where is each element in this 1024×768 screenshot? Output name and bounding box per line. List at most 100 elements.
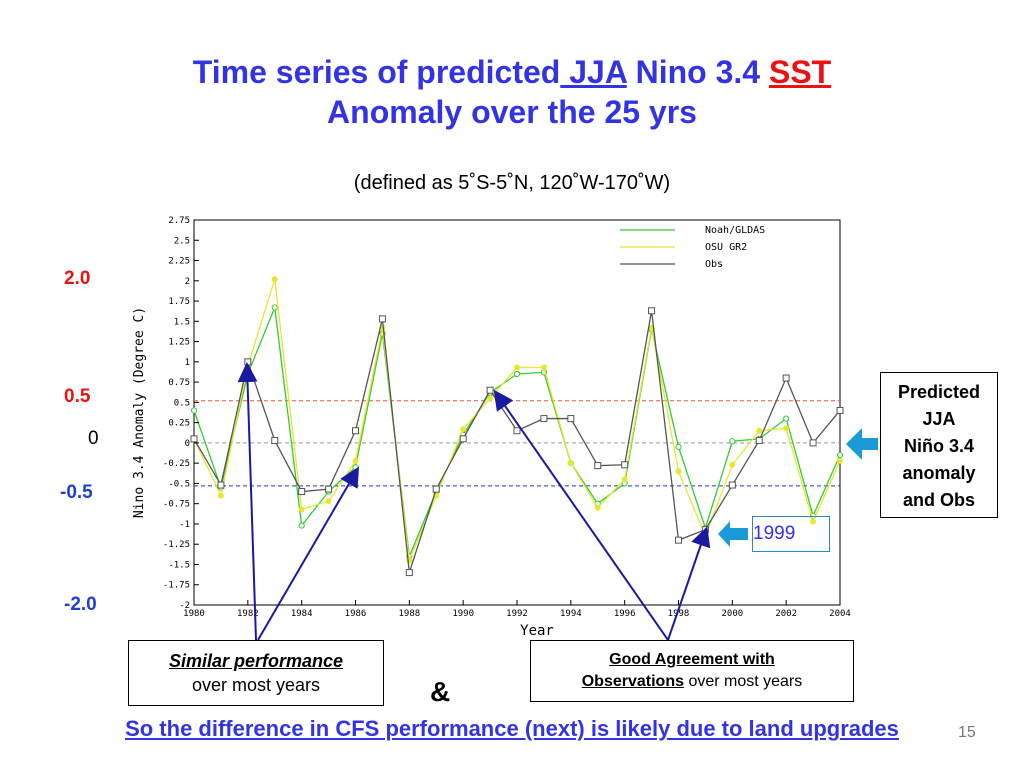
block-arrow-predicted xyxy=(846,428,878,460)
title-line-1: Time series of predicted JJA Nino 3.4 SS… xyxy=(0,52,1024,92)
osu-point xyxy=(325,498,332,505)
y-tick-label: 2 xyxy=(185,277,190,287)
predicted-line-2: JJA xyxy=(922,409,956,429)
x-tick-label: 1980 xyxy=(183,609,205,619)
y-tick-label: 1 xyxy=(185,358,190,368)
arrow-to-1991 xyxy=(493,389,669,641)
ampersand: & xyxy=(430,676,451,707)
arrow-to-1986 xyxy=(257,466,360,641)
obs-point xyxy=(540,415,548,423)
obs-point xyxy=(217,481,225,489)
x-tick-label: 2000 xyxy=(721,609,743,619)
y-tick-label: -1.75 xyxy=(163,581,190,591)
obs-point xyxy=(486,386,494,394)
page-title: Time series of predicted JJA Nino 3.4 SS… xyxy=(0,52,1024,132)
osu-point xyxy=(594,504,601,511)
good-callout: Good Agreement with Observations over mo… xyxy=(530,640,854,702)
y-tick-label: 1.75 xyxy=(168,297,190,307)
obs-point xyxy=(271,436,279,444)
obs-point xyxy=(567,415,575,423)
y-tick-label: 1.5 xyxy=(174,317,190,327)
osu-point xyxy=(567,460,574,467)
osu-point xyxy=(810,518,817,525)
x-tick-label: 1988 xyxy=(398,609,420,619)
side-label-0-5: 0.5 xyxy=(64,386,91,407)
y-tick-label: -2 xyxy=(179,601,190,611)
legend-label: Noah/GLDAS xyxy=(705,225,765,236)
nino-chart: Noah/GLDAS OSU GR2 Obs 2.75 2.5 2.25 2 1.75 1.5… xyxy=(132,216,851,639)
osu-point xyxy=(217,492,224,499)
y-tick-label: 1.25 xyxy=(168,338,190,348)
predicted-line-3: Niño 3.4 xyxy=(903,436,974,456)
similar-callout: Similar performance over most years xyxy=(128,640,384,706)
title-part-c: Nino 3.4 xyxy=(626,54,769,90)
osu-point xyxy=(837,457,843,464)
arrow-to-1982 xyxy=(237,362,258,641)
side-label-0: 0 xyxy=(88,428,99,449)
osu-point xyxy=(621,476,628,483)
title-jja: JJA xyxy=(560,54,627,90)
obs-point xyxy=(459,435,467,443)
obs-point xyxy=(352,427,359,435)
noah-point xyxy=(783,415,790,422)
chart-ticks: 2.75 2.5 2.25 2 1.75 1.5 1.25 1 0.75 0.5 0.25 0 -0.2… xyxy=(163,216,851,619)
noah-point xyxy=(190,407,198,414)
predicted-callout: Predicted JJA Niño 3.4 anomaly and Obs xyxy=(880,372,998,518)
x-tick-label: 1996 xyxy=(614,609,636,619)
obs-point xyxy=(405,569,413,577)
side-label-neg-2-0: -2.0 xyxy=(64,594,97,615)
noah-point xyxy=(675,443,682,451)
arrow-to-1999 xyxy=(667,526,711,641)
chart-series xyxy=(190,276,844,577)
osu-point xyxy=(729,461,736,468)
x-tick-label: 2002 xyxy=(775,609,797,619)
obs-point xyxy=(325,485,333,493)
title-sst: SST xyxy=(768,54,832,90)
noah-point xyxy=(271,304,278,311)
good-rest: over most years xyxy=(684,673,803,690)
y-tick-label: 0 xyxy=(185,439,190,449)
osu-point xyxy=(460,426,467,433)
x-tick-label: 1994 xyxy=(560,609,582,619)
x-axis-label: Year xyxy=(520,623,554,639)
y-tick-label: 0.75 xyxy=(168,378,190,388)
slide-number: 15 xyxy=(958,724,976,741)
x-tick-label: 2004 xyxy=(829,609,851,619)
reference-lines xyxy=(194,400,840,487)
good-emph-1: Good Agreement with xyxy=(609,651,775,668)
y-tick-label: 0.25 xyxy=(168,419,190,429)
y-tick-label: -0.5 xyxy=(168,479,190,489)
side-label-2-0: 2.0 xyxy=(64,268,91,289)
good-emph-2: Observations xyxy=(581,673,684,690)
axis-labels: Year Nino 3.4 Anomaly (Degree C) xyxy=(132,307,554,639)
obs-point xyxy=(675,536,682,544)
osu-point xyxy=(675,468,682,475)
y-tick-label: 2.5 xyxy=(174,236,190,246)
predicted-line-4: anomaly xyxy=(902,463,976,483)
osu-point xyxy=(298,506,305,513)
side-label-neg-0-5: -0.5 xyxy=(60,482,93,503)
obs-point xyxy=(190,435,198,443)
predicted-line-5: and Obs xyxy=(902,490,975,510)
obs-point xyxy=(621,461,629,469)
obs-point xyxy=(809,439,817,447)
predicted-line-1: Predicted xyxy=(897,382,981,402)
y-tick-label: -1.25 xyxy=(163,540,190,550)
y-tick-label: 2.25 xyxy=(168,257,190,267)
year-1999-box: 1999 xyxy=(752,516,830,552)
osu-point xyxy=(514,364,520,371)
obs-point xyxy=(755,436,763,444)
osu-point xyxy=(271,276,278,283)
y-tick-label: 0.5 xyxy=(174,398,190,408)
obs-point xyxy=(728,481,736,489)
y-tick-label: 2.75 xyxy=(168,216,190,226)
chart-legend: Noah/GLDAS OSU GR2 Obs xyxy=(620,225,765,270)
x-tick-label: 1982 xyxy=(237,609,259,619)
block-arrow-1999 xyxy=(718,521,748,547)
y-axis-label: Nino 3.4 Anomaly (Degree C) xyxy=(132,307,147,518)
conclusion-text[interactable]: So the difference in CFS performance (ne… xyxy=(125,716,899,741)
osu-point xyxy=(352,457,359,464)
title-line-2: Anomaly over the 25 yrs xyxy=(327,94,697,130)
subtitle: (defined as 5˚S-5˚N, 120˚W-170˚W) xyxy=(353,172,671,194)
